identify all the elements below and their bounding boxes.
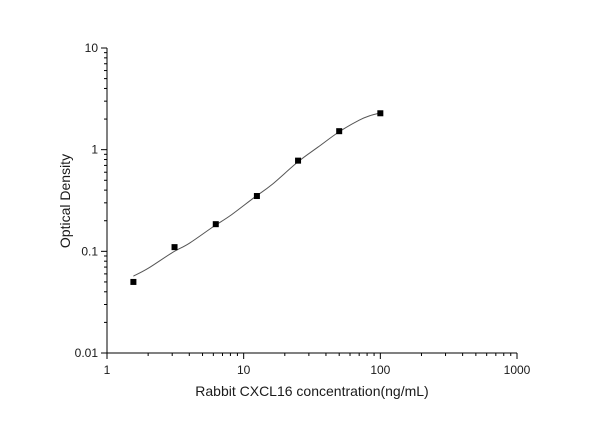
data-point — [377, 110, 384, 117]
y-tick-label: 0.1 — [81, 244, 98, 258]
x-axis-title: Rabbit CXCL16 concentration(ng/mL) — [195, 383, 428, 399]
data-point — [212, 221, 219, 228]
data-point — [295, 157, 302, 164]
data-point — [336, 128, 343, 135]
y-tick-label: 1 — [91, 143, 98, 157]
y-tick-label: 0.01 — [75, 346, 99, 360]
x-tick-label: 1000 — [504, 363, 531, 377]
fit-curve — [133, 112, 381, 277]
axes — [106, 48, 517, 354]
y-tick-label: 10 — [85, 41, 99, 55]
fit-curve-layer — [133, 112, 381, 277]
y-axis-title: Optical Density — [57, 154, 73, 248]
x-tick-label: 1 — [104, 363, 111, 377]
data-point — [253, 193, 260, 200]
ticks: 1 10 100 1000 0.01 0.1 1 10 — [75, 41, 531, 377]
data-point — [171, 244, 178, 251]
x-tick-label: 100 — [370, 363, 390, 377]
x-tick-label: 10 — [237, 363, 251, 377]
data-point — [130, 278, 137, 285]
data-points — [130, 110, 384, 285]
